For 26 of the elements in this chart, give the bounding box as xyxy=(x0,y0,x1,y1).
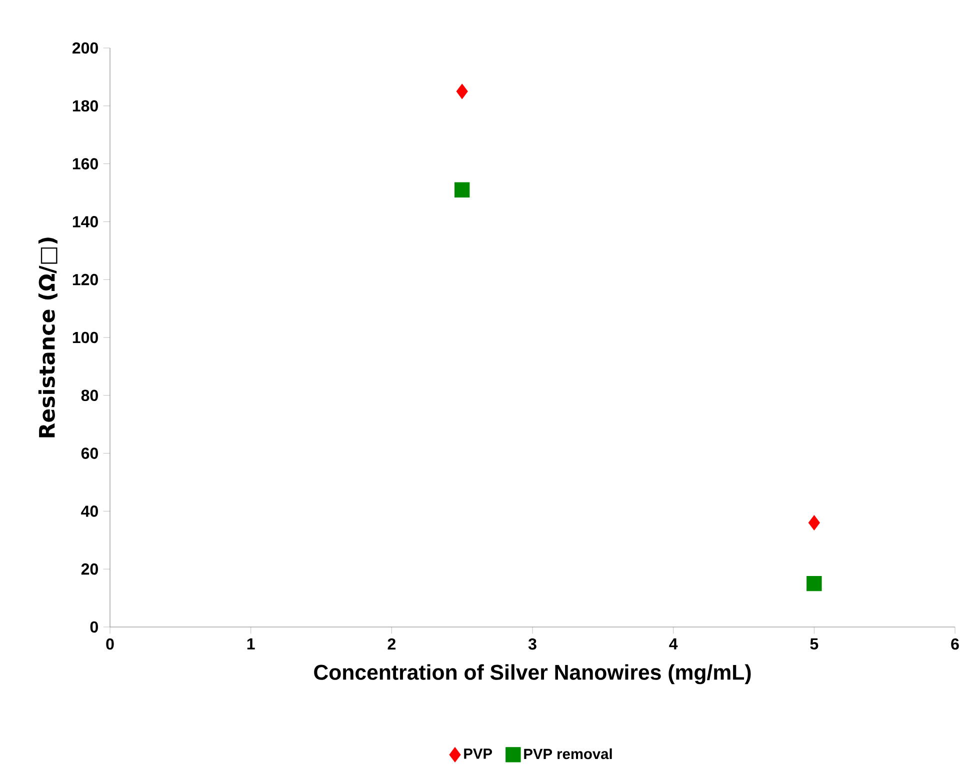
x-tick-label: 5 xyxy=(810,638,818,650)
x-tick-label: 2 xyxy=(388,638,396,650)
legend-label: PVP xyxy=(464,748,492,759)
point xyxy=(808,515,820,530)
y-tick-label: 20 xyxy=(81,563,98,575)
x-axis-title: Concentration of Silver Nanowires (mg/mL) xyxy=(314,664,751,684)
y-tick-label: 140 xyxy=(72,216,98,228)
y-tick-label: 160 xyxy=(72,158,98,170)
y-tick-label: 0 xyxy=(90,621,98,633)
x-tick-label: 0 xyxy=(106,638,114,650)
legend-label: PVP removal xyxy=(524,748,612,760)
x-tick-label: 4 xyxy=(669,638,678,650)
y-axis-title: Resistance (Ω/□) xyxy=(38,238,58,438)
y-tick-label: 200 xyxy=(72,42,98,54)
y-tick-label: 60 xyxy=(81,448,98,459)
x-tick-label: 3 xyxy=(528,638,536,650)
x-tick-label: 6 xyxy=(951,638,959,650)
y-tick-label: 120 xyxy=(72,274,98,286)
y-tick-label: 180 xyxy=(72,100,98,112)
x-tick-label: 1 xyxy=(247,638,255,650)
y-tick-label: 80 xyxy=(81,390,98,402)
point xyxy=(456,84,468,100)
y-tick-label: 40 xyxy=(81,506,98,517)
point xyxy=(454,182,470,198)
y-tick-label: 100 xyxy=(72,332,98,344)
point xyxy=(806,576,822,592)
